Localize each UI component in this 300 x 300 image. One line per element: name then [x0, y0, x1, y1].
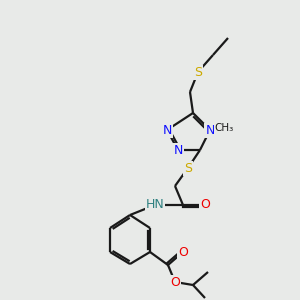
Text: S: S — [194, 65, 202, 79]
Text: N: N — [205, 124, 215, 136]
Text: O: O — [200, 199, 210, 212]
Text: S: S — [184, 161, 192, 175]
Text: HN: HN — [146, 199, 164, 212]
Text: N: N — [173, 143, 183, 157]
Text: O: O — [178, 245, 188, 259]
Text: O: O — [170, 275, 180, 289]
Text: CH₃: CH₃ — [214, 123, 234, 133]
Text: N: N — [162, 124, 172, 136]
